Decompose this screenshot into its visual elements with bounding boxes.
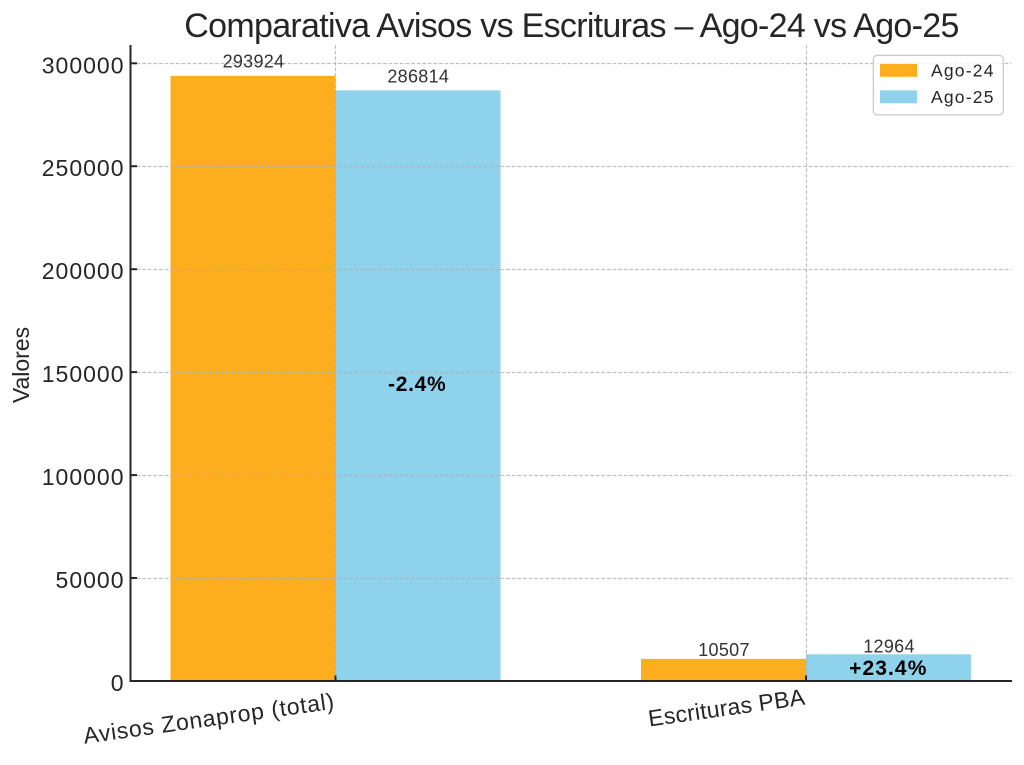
svg-text:12964: 12964 bbox=[863, 636, 915, 656]
svg-text:10507: 10507 bbox=[698, 640, 750, 660]
svg-text:+23.4%: +23.4% bbox=[849, 657, 927, 680]
svg-text:Ago-25: Ago-25 bbox=[931, 87, 995, 107]
svg-text:100000: 100000 bbox=[42, 464, 125, 490]
svg-text:Comparativa Avisos vs Escritur: Comparativa Avisos vs Escrituras – Ago-2… bbox=[184, 7, 958, 45]
svg-text:286814: 286814 bbox=[387, 67, 449, 87]
svg-text:-2.4%: -2.4% bbox=[388, 373, 446, 396]
svg-text:250000: 250000 bbox=[42, 155, 125, 181]
svg-text:0: 0 bbox=[111, 670, 125, 696]
svg-text:Valores: Valores bbox=[8, 327, 34, 403]
svg-text:150000: 150000 bbox=[42, 361, 125, 387]
svg-text:50000: 50000 bbox=[56, 567, 125, 593]
svg-text:293924: 293924 bbox=[223, 52, 285, 72]
svg-text:200000: 200000 bbox=[42, 258, 125, 284]
svg-text:300000: 300000 bbox=[42, 52, 125, 78]
svg-text:Ago-24: Ago-24 bbox=[931, 60, 995, 80]
